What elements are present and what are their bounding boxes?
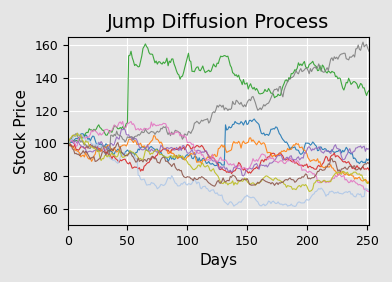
- X-axis label: Days: Days: [199, 254, 238, 268]
- Y-axis label: Stock Price: Stock Price: [13, 89, 29, 173]
- Title: Jump Diffusion Process: Jump Diffusion Process: [107, 14, 329, 32]
